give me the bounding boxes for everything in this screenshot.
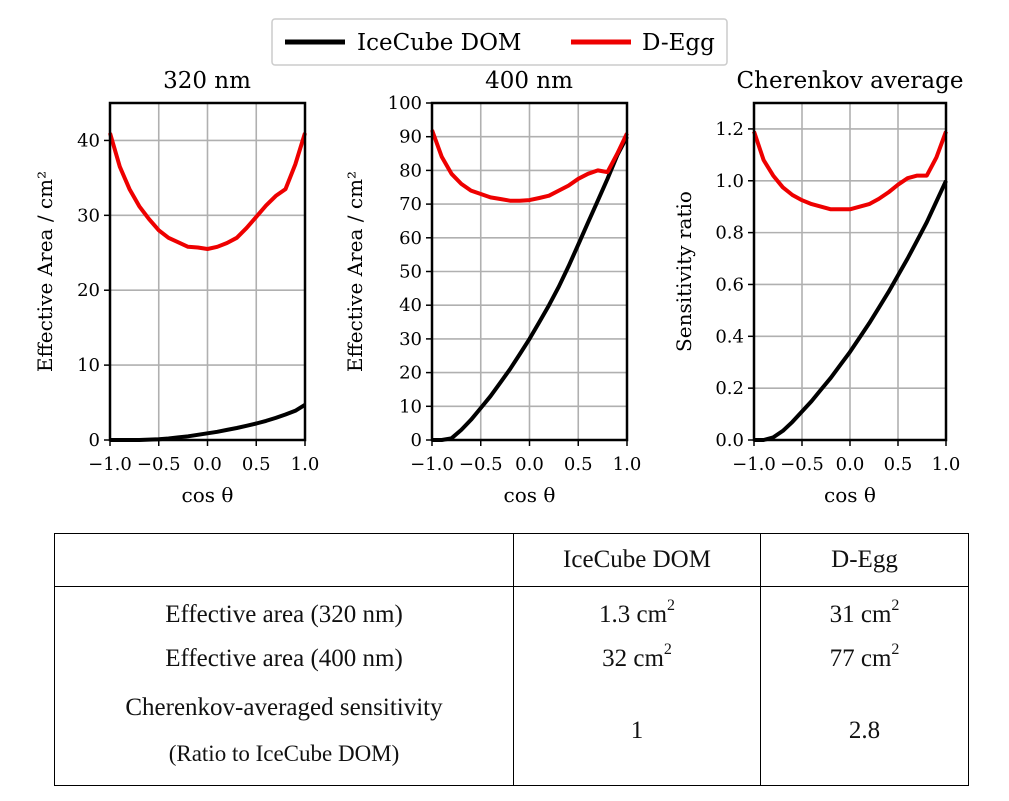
x-tick-label: 0.0: [193, 454, 222, 475]
legend-label-icecube: IceCube DOM: [357, 30, 521, 56]
x-tick-label: 1.0: [613, 454, 642, 475]
y-tick-label: 50: [399, 262, 422, 283]
x-tick-label: −1.0: [88, 454, 132, 475]
series-line-d-egg: [430, 129, 629, 203]
row-degg-value: 77 cm2: [760, 634, 969, 683]
y-tick-label: 0: [411, 430, 422, 451]
x-axis-label: cos θ: [182, 483, 234, 507]
y-tick-label: 30: [399, 329, 422, 350]
y-tick-label: 0.0: [715, 430, 744, 451]
chart-400nm: −1.0 −0.5 0.0 0.5 1.0 0 10 20 30 40 50 60 70 80 90 100 4…: [343, 68, 641, 507]
row-label: Effective area (320 nm): [54, 586, 514, 635]
chart-title: Cherenkov average: [737, 68, 964, 94]
table-row: Effective area (400 nm) 32 cm2 77 cm2: [54, 634, 969, 683]
x-tick-label: 1.0: [291, 454, 320, 475]
table-row: Cherenkov-averaged sensitivity (Ratio to…: [54, 682, 969, 786]
chart-title: 320 nm: [163, 68, 251, 94]
plots-figure: IceCube DOM D-Egg −1.0 −0.5 0.0 0.5 1.001020…: [33, 18, 963, 507]
summary-table-container: IceCube DOM D-Egg Effective area (320 nm…: [54, 533, 969, 786]
row-icecube-value: 1.3 cm2: [513, 586, 761, 635]
y-tick-label: 0.2: [715, 378, 744, 399]
y-tick-label: 30: [77, 205, 100, 226]
series-line-icecube-dom: [754, 179, 948, 442]
x-tick-label: −0.5: [780, 454, 824, 475]
x-tick-label: 0.5: [884, 454, 913, 475]
row-degg-value: 31 cm2: [760, 586, 969, 635]
y-tick-label: 1.0: [715, 171, 744, 192]
x-tick-label: 0.0: [515, 454, 544, 475]
table-header-icecube: IceCube DOM: [513, 533, 761, 587]
table-header-degg: D-Egg: [760, 533, 969, 587]
x-tick-label: −1.0: [410, 454, 454, 475]
x-tick-label: 1.0: [932, 454, 961, 475]
y-tick-label: 60: [399, 228, 422, 249]
row-label: Effective area (400 nm): [54, 634, 514, 683]
legend-label-degg: D-Egg: [642, 30, 715, 56]
y-tick-label: 70: [399, 194, 422, 215]
y-tick-label: 0: [89, 430, 100, 451]
y-tick-label: 80: [399, 160, 422, 181]
series-line-d-egg: [108, 132, 307, 251]
x-axis-label: cos θ: [504, 483, 556, 507]
x-tick-label: −0.5: [137, 454, 181, 475]
row-label: Cherenkov-averaged sensitivity (Ratio to…: [54, 682, 514, 786]
series-line-icecube-dom: [432, 135, 629, 442]
y-tick-label: 40: [77, 130, 100, 151]
chart-title: 400 nm: [485, 68, 573, 94]
x-tick-label: 0.0: [836, 454, 865, 475]
series-line-d-egg: [752, 130, 948, 212]
table-row: Effective area (320 nm) 1.3 cm2 31 cm2: [54, 586, 969, 635]
x-tick-label: 0.5: [564, 454, 593, 475]
x-tick-label: −1.0: [732, 454, 776, 475]
row-label-line2: (Ratio to IceCube DOM): [168, 740, 400, 766]
summary-table: IceCube DOM D-Egg Effective area (320 nm…: [54, 533, 969, 786]
y-tick-label: 0.4: [715, 326, 744, 347]
row-label-line1: Cherenkov-averaged sensitivity: [125, 693, 443, 721]
y-tick-label: 90: [399, 127, 422, 148]
legend: IceCube DOM D-Egg: [271, 18, 728, 66]
y-tick-label: 40: [399, 295, 422, 316]
legend-frame: [271, 18, 728, 66]
x-tick-label: 0.5: [242, 454, 271, 475]
y-tick-label: 20: [399, 363, 422, 384]
y-axis-label: Effective Area / cm²: [343, 171, 367, 372]
y-tick-label: 0.8: [715, 223, 744, 244]
y-tick-label: 20: [77, 280, 100, 301]
row-icecube-value: 32 cm2: [513, 634, 761, 683]
table-header-empty: [54, 533, 514, 587]
row-icecube-value: 1: [513, 682, 761, 786]
chart-320nm: −1.0 −0.5 0.0 0.5 1.0 0 10 20 30 40 320 nm cos θ Eff…: [33, 68, 319, 507]
y-tick-label: 10: [399, 396, 422, 417]
y-tick-label: 10: [77, 355, 100, 376]
y-tick-label: 100: [388, 93, 422, 114]
y-tick-label: 1.2: [715, 119, 744, 140]
y-axis-label: Effective Area / cm²: [33, 171, 57, 372]
table-header-row: IceCube DOM D-Egg: [54, 533, 969, 587]
y-axis-label: Sensitivity ratio: [672, 191, 696, 352]
row-degg-value: 2.8: [760, 682, 969, 786]
x-tick-label: −0.5: [459, 454, 503, 475]
chart-cherenkov-average: −1.0 −0.5 0.0 0.5 1.0 0.0 0.2 0.4 0.6 0.8 1.0 1.2 Ch…: [672, 68, 963, 507]
x-axis-label: cos θ: [824, 483, 876, 507]
y-tick-label: 0.6: [715, 274, 744, 295]
